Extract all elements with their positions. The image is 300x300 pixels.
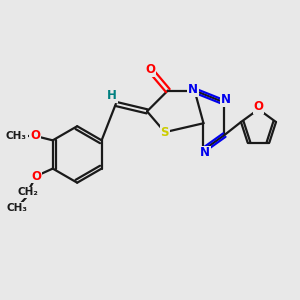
Text: O: O	[32, 169, 41, 182]
Text: CH₃: CH₃	[6, 131, 27, 141]
Text: CH₂: CH₂	[17, 188, 38, 197]
Text: O: O	[30, 129, 40, 142]
Text: O: O	[254, 100, 263, 113]
Text: N: N	[200, 146, 210, 160]
Text: N: N	[188, 82, 198, 96]
Text: O: O	[145, 63, 155, 76]
Text: N: N	[221, 93, 231, 106]
Text: H: H	[107, 89, 117, 102]
Text: CH₃: CH₃	[7, 203, 28, 213]
Text: S: S	[160, 126, 169, 139]
